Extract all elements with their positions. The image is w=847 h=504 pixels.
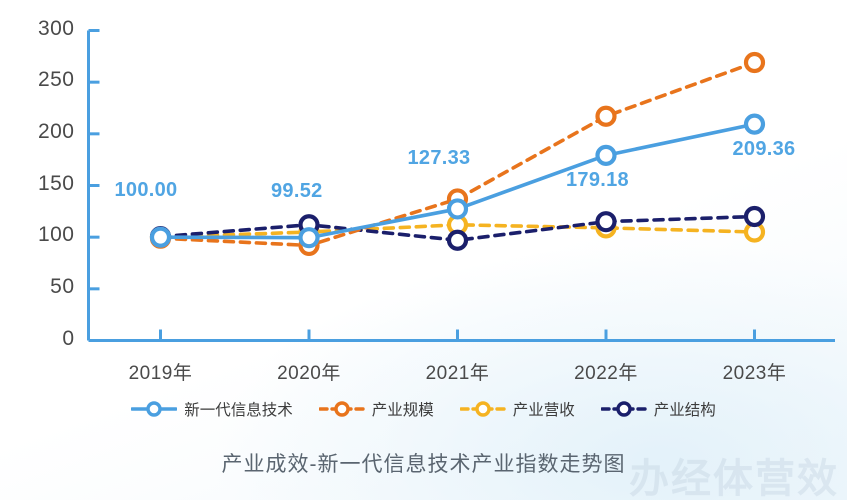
x-axis-tick-label: 2023年 <box>722 363 787 384</box>
chart-legend: 新一代信息技术 产业规模 产业营收 产业结构 <box>0 398 847 420</box>
x-axis-tick-label: 2019年 <box>128 363 193 384</box>
data-point-marker[interactable] <box>743 51 766 74</box>
dashed-line-marker-icon <box>459 399 507 419</box>
y-axis-tick-label: 300 <box>37 16 75 40</box>
data-point-marker[interactable] <box>743 113 766 135</box>
y-axis-tick-label: 0 <box>62 326 75 350</box>
y-axis-tick-label: 250 <box>37 68 75 92</box>
legend-item-label: 产业规模 <box>371 402 434 419</box>
data-point-marker[interactable] <box>446 198 469 220</box>
dashed-line-marker-icon <box>318 399 366 419</box>
axes-group <box>87 29 835 342</box>
data-point-value-label: 209.36 <box>732 138 796 161</box>
dashed-line-marker-icon <box>600 399 648 419</box>
solid-line-marker-icon <box>130 399 178 419</box>
legend-item-label: 产业营收 <box>512 402 575 419</box>
y-axis-tick-label: 200 <box>37 119 75 143</box>
legend-item-产业结构[interactable]: 产业结构 <box>600 398 716 420</box>
data-point-marker[interactable] <box>149 226 172 248</box>
legend-item-新一代信息技术[interactable]: 新一代信息技术 <box>130 398 293 420</box>
data-point-value-label: 179.18 <box>566 169 629 192</box>
x-axis-tick-label: 2022年 <box>574 363 638 384</box>
data-point-marker[interactable] <box>595 105 617 127</box>
y-axis-tick-label: 150 <box>37 171 75 195</box>
data-point-marker[interactable] <box>298 227 320 249</box>
data-point-marker[interactable] <box>743 205 766 228</box>
chart-title: 产业成效-新一代信息技术产业指数走势图 <box>221 453 626 476</box>
legend-item-产业营收[interactable]: 产业营收 <box>459 398 575 420</box>
series-group <box>149 51 766 257</box>
y-axis-tick-label: 50 <box>50 274 75 298</box>
x-axis-tick-label: 2021年 <box>425 363 490 384</box>
legend-item-label: 产业结构 <box>653 402 716 419</box>
data-point-marker[interactable] <box>446 229 469 251</box>
legend-item-产业规模[interactable]: 产业规模 <box>318 398 434 420</box>
data-point-marker[interactable] <box>595 211 617 233</box>
data-point-marker[interactable] <box>595 144 617 166</box>
y-axis-tick-label: 100 <box>37 223 75 247</box>
data-point-value-label: 99.52 <box>271 179 323 202</box>
x-axis-tick-label: 2020年 <box>277 363 341 384</box>
data-point-value-label: 127.33 <box>407 146 471 169</box>
data-point-value-label: 100.00 <box>114 179 178 202</box>
legend-item-label: 新一代信息技术 <box>184 402 293 419</box>
